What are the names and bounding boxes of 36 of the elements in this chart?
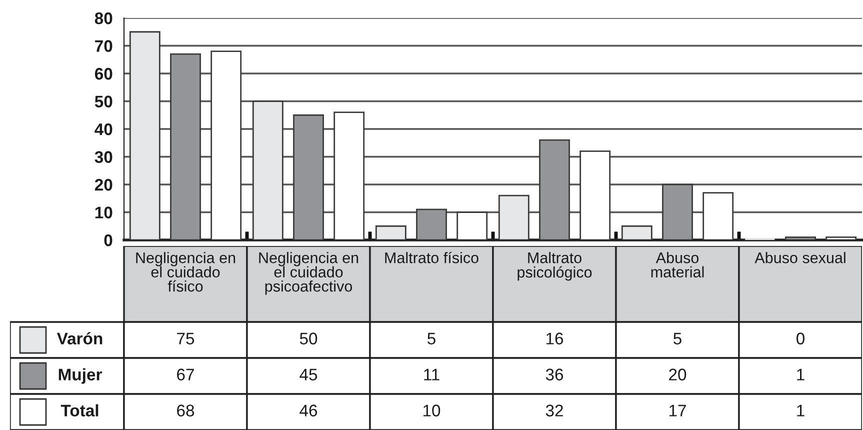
data-label: 5: [428, 332, 436, 344]
x-tick-label: Negligencia en el cuidado físico: [136, 252, 236, 292]
data-label: 11: [424, 368, 440, 380]
y-tick-label: 80: [94, 12, 112, 24]
data-label: 16: [546, 332, 564, 344]
x-tick-label: Negligencia en el cuidado psicoafectivo: [259, 252, 358, 295]
data-label: 36: [546, 368, 564, 380]
y-tick-label: 10: [95, 206, 112, 218]
legend-label: Total: [60, 404, 98, 416]
data-label: 46: [300, 404, 318, 416]
x-tick-label: Maltrato psicológico: [518, 252, 592, 281]
data-label: 45: [300, 368, 318, 380]
y-tick-label: 0: [104, 234, 112, 246]
y-tick-label: 50: [94, 96, 112, 108]
x-tick-label: Abuso sexual: [754, 252, 846, 264]
data-label: 10: [424, 404, 440, 416]
data-label: 17: [670, 404, 686, 416]
data-label: 68: [177, 404, 194, 416]
y-tick-label: 20: [94, 178, 112, 191]
legend-label: Mujer: [58, 368, 102, 384]
data-label: 20: [669, 368, 686, 380]
data-label: 1: [797, 404, 804, 416]
data-label: 32: [546, 404, 563, 416]
data-label: 67: [177, 368, 194, 380]
y-tick-label: 70: [95, 40, 112, 52]
y-tick-label: 30: [94, 151, 112, 163]
data-label: 0: [796, 332, 804, 344]
legend-label: Varón: [56, 332, 102, 344]
data-label: 1: [797, 368, 804, 380]
x-tick-label: Abuso material: [651, 252, 704, 278]
data-label: 75: [177, 332, 194, 344]
y-tick-label: 40: [94, 123, 112, 136]
y-tick-label: 60: [94, 68, 112, 80]
data-label: 5: [674, 332, 682, 344]
x-tick-label: Maltrato físico: [385, 252, 478, 264]
data-label: 50: [300, 332, 318, 344]
